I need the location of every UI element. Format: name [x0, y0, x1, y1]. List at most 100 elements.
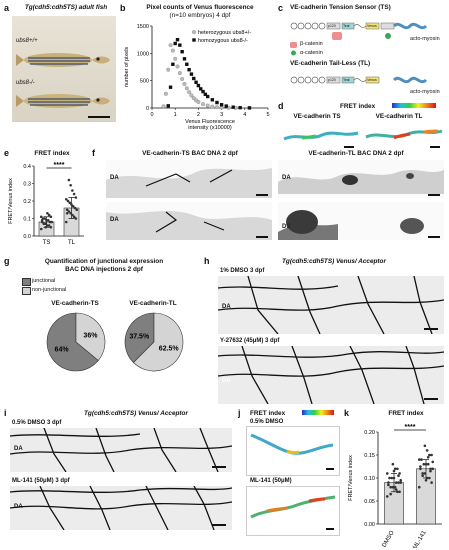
data-point — [49, 215, 53, 219]
panel-e-title: FRET index — [34, 150, 70, 157]
data-point-het — [201, 102, 206, 107]
pie-ts: 64% 36% — [46, 312, 106, 372]
data-point — [419, 467, 422, 471]
data-point-hom — [199, 87, 203, 91]
chart-e: 0.0 0.1 0.2 0.3 0.4 FRET/Venus index TS TL **** — [8, 162, 84, 246]
data-point — [46, 224, 49, 227]
tl-construct-title: VE-cadherin Tail-Less (TL) — [290, 60, 371, 67]
y-tick-label: 0.3 — [23, 182, 31, 188]
panel-b-title-2: (n=10 embryos) 4 dpf — [169, 12, 231, 19]
legend-marker-hom — [192, 38, 196, 42]
y-tick-label: 0.2 — [23, 199, 31, 205]
data-point — [72, 215, 76, 219]
data-point-hom — [210, 98, 215, 102]
panel-g-letter: g — [4, 256, 10, 266]
fret-image-dmso — [246, 426, 340, 476]
sig-label: **** — [54, 162, 65, 169]
panel-f-left-title: VE-cadherin-TS BAC DNA 2 dpf — [142, 150, 238, 157]
panel-i-cond1: 0.5% DMSO 3 dpf — [12, 420, 62, 426]
pie-slice-non-junctional — [75, 312, 106, 361]
data-point-hom — [175, 37, 180, 42]
data-point — [74, 196, 78, 199]
data-point — [417, 458, 421, 461]
fish-photo: ubs8+/+ ubs8-/- — [12, 16, 116, 122]
data-point — [394, 488, 398, 491]
da-label-h-2: DA — [222, 378, 231, 384]
data-point-het — [189, 93, 194, 98]
data-point-het — [184, 86, 189, 91]
venus-label-tl: Venus — [367, 78, 377, 82]
data-point — [69, 211, 72, 215]
pie-slice-junctional — [124, 312, 155, 363]
data-point — [393, 485, 397, 489]
panel-j-title: FRET index — [250, 410, 286, 417]
data-point — [42, 222, 46, 226]
data-point — [47, 213, 51, 217]
data-point-hom — [168, 85, 173, 89]
data-point-hom — [219, 103, 224, 107]
panel-b-title-1: Pixel counts of Venus fluorescence — [146, 4, 254, 11]
data-point — [396, 467, 399, 471]
panel-g-title-1: Quantification of junctional expression — [44, 258, 164, 265]
ts-construct-title: VE-cadherin Tension Sensor (TS) — [290, 4, 391, 11]
data-point — [46, 211, 49, 215]
data-point — [421, 474, 424, 477]
legend-label-het: heterozygous ubs8+/- — [198, 30, 251, 36]
panel-f-letter: f — [92, 148, 95, 158]
data-point — [396, 490, 399, 494]
data-point — [385, 472, 389, 475]
da-label-ts-1: DA — [110, 175, 119, 181]
x-tick-label: ML-141 — [412, 529, 428, 548]
data-point — [430, 481, 433, 484]
data-point-hom — [201, 89, 205, 94]
data-point — [398, 490, 401, 494]
data-point-het — [166, 67, 171, 72]
data-point — [64, 197, 68, 201]
data-point — [387, 481, 390, 484]
panel-h-letter: h — [204, 256, 210, 266]
x-tick-label: 0 — [150, 112, 153, 118]
fret-colorbar-j — [302, 410, 334, 415]
data-point-hom — [171, 62, 175, 66]
data-point-hom — [203, 92, 208, 97]
data-point — [423, 472, 427, 475]
y-tick-label: 0.15 — [364, 453, 375, 459]
da-label-ts-2: DA — [110, 217, 119, 223]
y-tick-label: 0.1 — [23, 217, 31, 223]
teal-label-ts: Teal — [343, 24, 350, 28]
panel-k-letter: k — [344, 408, 350, 418]
data-point — [425, 476, 429, 480]
sig-label: **** — [405, 424, 416, 431]
y-axis-label: FRET/Venus index — [348, 455, 354, 501]
data-point — [70, 203, 73, 206]
beta-catenin-legend: β-catenin — [300, 41, 323, 47]
y-axis-label: number of pixels — [124, 47, 130, 88]
ts-construct — [290, 22, 428, 40]
data-point-hom — [187, 68, 191, 72]
data-point — [397, 481, 400, 484]
scale-bar — [256, 194, 268, 196]
data-point — [399, 479, 403, 482]
legend-nonjunctional: non-junctional — [32, 287, 67, 293]
scale-bar — [326, 528, 334, 530]
data-point-het — [210, 104, 215, 109]
data-point-het — [175, 64, 180, 69]
legend-nonjunctional-swatch — [22, 287, 31, 295]
data-point — [428, 476, 431, 480]
tl-construct — [290, 76, 428, 84]
panel-d-letter: d — [278, 101, 284, 111]
data-point — [67, 178, 71, 182]
da-label-tl: DA — [282, 175, 291, 181]
panel-i-title: Tg(cdh5:cdh5TS) Venus/ Acceptor — [84, 410, 188, 417]
micrograph-h-2 — [218, 346, 444, 404]
data-point-hom — [231, 105, 235, 109]
data-point — [39, 215, 43, 219]
fret-image-ts — [282, 121, 360, 149]
actomyosin-label-tl: acto-myosin — [410, 89, 440, 95]
legend-junctional-swatch — [22, 278, 31, 286]
y-tick-label: 0.05 — [364, 499, 375, 505]
data-point — [423, 444, 427, 448]
data-point-hom — [182, 57, 187, 61]
data-point-hom — [196, 83, 201, 88]
data-point — [73, 206, 77, 210]
